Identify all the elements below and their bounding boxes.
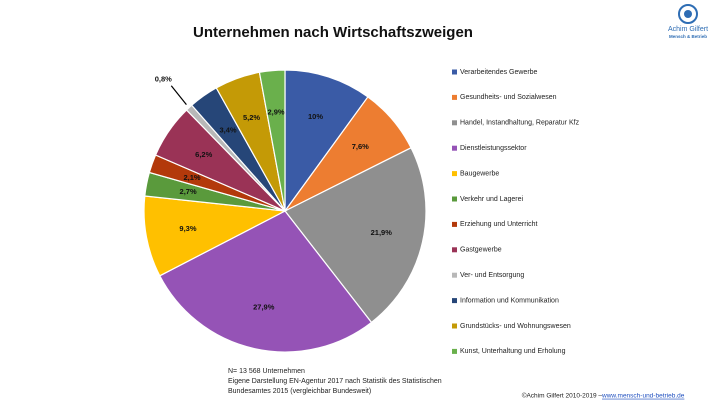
logo-icon-dot <box>684 10 692 18</box>
legend-swatch <box>452 348 457 354</box>
data-label: 0,8% <box>155 75 172 84</box>
pie-slice <box>143 195 288 277</box>
logo: Achim Gilfert Mensch & Betrieb <box>668 4 708 39</box>
legend-swatch <box>452 221 457 227</box>
note: Bundesamtes 2015 (vergleichbar Bundeswei… <box>228 388 371 395</box>
data-label: 7,6% <box>352 142 369 151</box>
pie-slice <box>158 210 373 353</box>
legend-swatch <box>452 272 457 278</box>
legend-swatch <box>452 145 457 151</box>
chart-title: Unternehmen nach Wirtschaftszweigen <box>193 24 473 41</box>
footer-link[interactable]: www.mensch-und-betrieb.de <box>601 393 685 400</box>
legend-swatch <box>452 323 457 329</box>
data-label: 9,3% <box>179 224 196 233</box>
logo-tagline: Mensch & Betrieb <box>669 34 707 39</box>
legend-swatch <box>452 196 457 202</box>
legend-swatch <box>452 247 457 253</box>
legend-label: Information und Kommunikation <box>460 297 559 304</box>
pie-slice <box>284 146 427 324</box>
legend-label: Gastgewerbe <box>460 247 502 254</box>
legend-label: Baugewerbe <box>460 170 499 177</box>
legend-label: Handel, Instandhaltung, Reparatur Kfz <box>460 120 580 127</box>
legend-swatch <box>452 298 457 304</box>
data-label: 27,9% <box>253 302 275 311</box>
note: N= 13 568 Unternehmen <box>228 368 305 375</box>
legend-label: Erziehung und Unterricht <box>460 221 537 228</box>
data-label: 2,9% <box>267 108 284 117</box>
label-arrow <box>170 85 187 106</box>
data-label: 21,9% <box>371 228 393 237</box>
legend-swatch <box>452 94 457 100</box>
legend-label: Kunst, Unterhaltung und Erholung <box>460 348 566 355</box>
legend-swatch <box>452 171 457 177</box>
legend-label: Verkehr und Lagerei <box>460 196 523 203</box>
legend-label: Dienstleistungssektor <box>460 145 527 152</box>
data-label: 2,7% <box>180 187 197 196</box>
legend-label: Verarbeitendes Gewerbe <box>460 69 538 76</box>
data-label: 10% <box>308 112 323 121</box>
pie-slice <box>258 69 286 212</box>
pie-slice <box>284 69 369 213</box>
legend-label: Gesundheits- und Sozialwesen <box>460 94 557 101</box>
legend-label: Ver- und Entsorgung <box>460 272 524 279</box>
footer-copyright: ©Achim Gilfert 2010-2019 – <box>522 392 603 400</box>
legend-label: Grundstücks- und Wohnungswesen <box>460 323 571 330</box>
legend-swatch <box>452 120 457 126</box>
logo-icon <box>678 4 698 24</box>
note: Eigene Darstellung EN-Agentur 2017 nach … <box>228 378 442 385</box>
legend-swatch <box>452 69 457 75</box>
data-label: 6,2% <box>195 150 212 159</box>
data-label: 5,2% <box>243 113 260 122</box>
data-label: 2,1% <box>183 173 200 182</box>
data-label: 3,4% <box>219 125 236 134</box>
logo-name: Achim Gilfert <box>668 26 708 33</box>
